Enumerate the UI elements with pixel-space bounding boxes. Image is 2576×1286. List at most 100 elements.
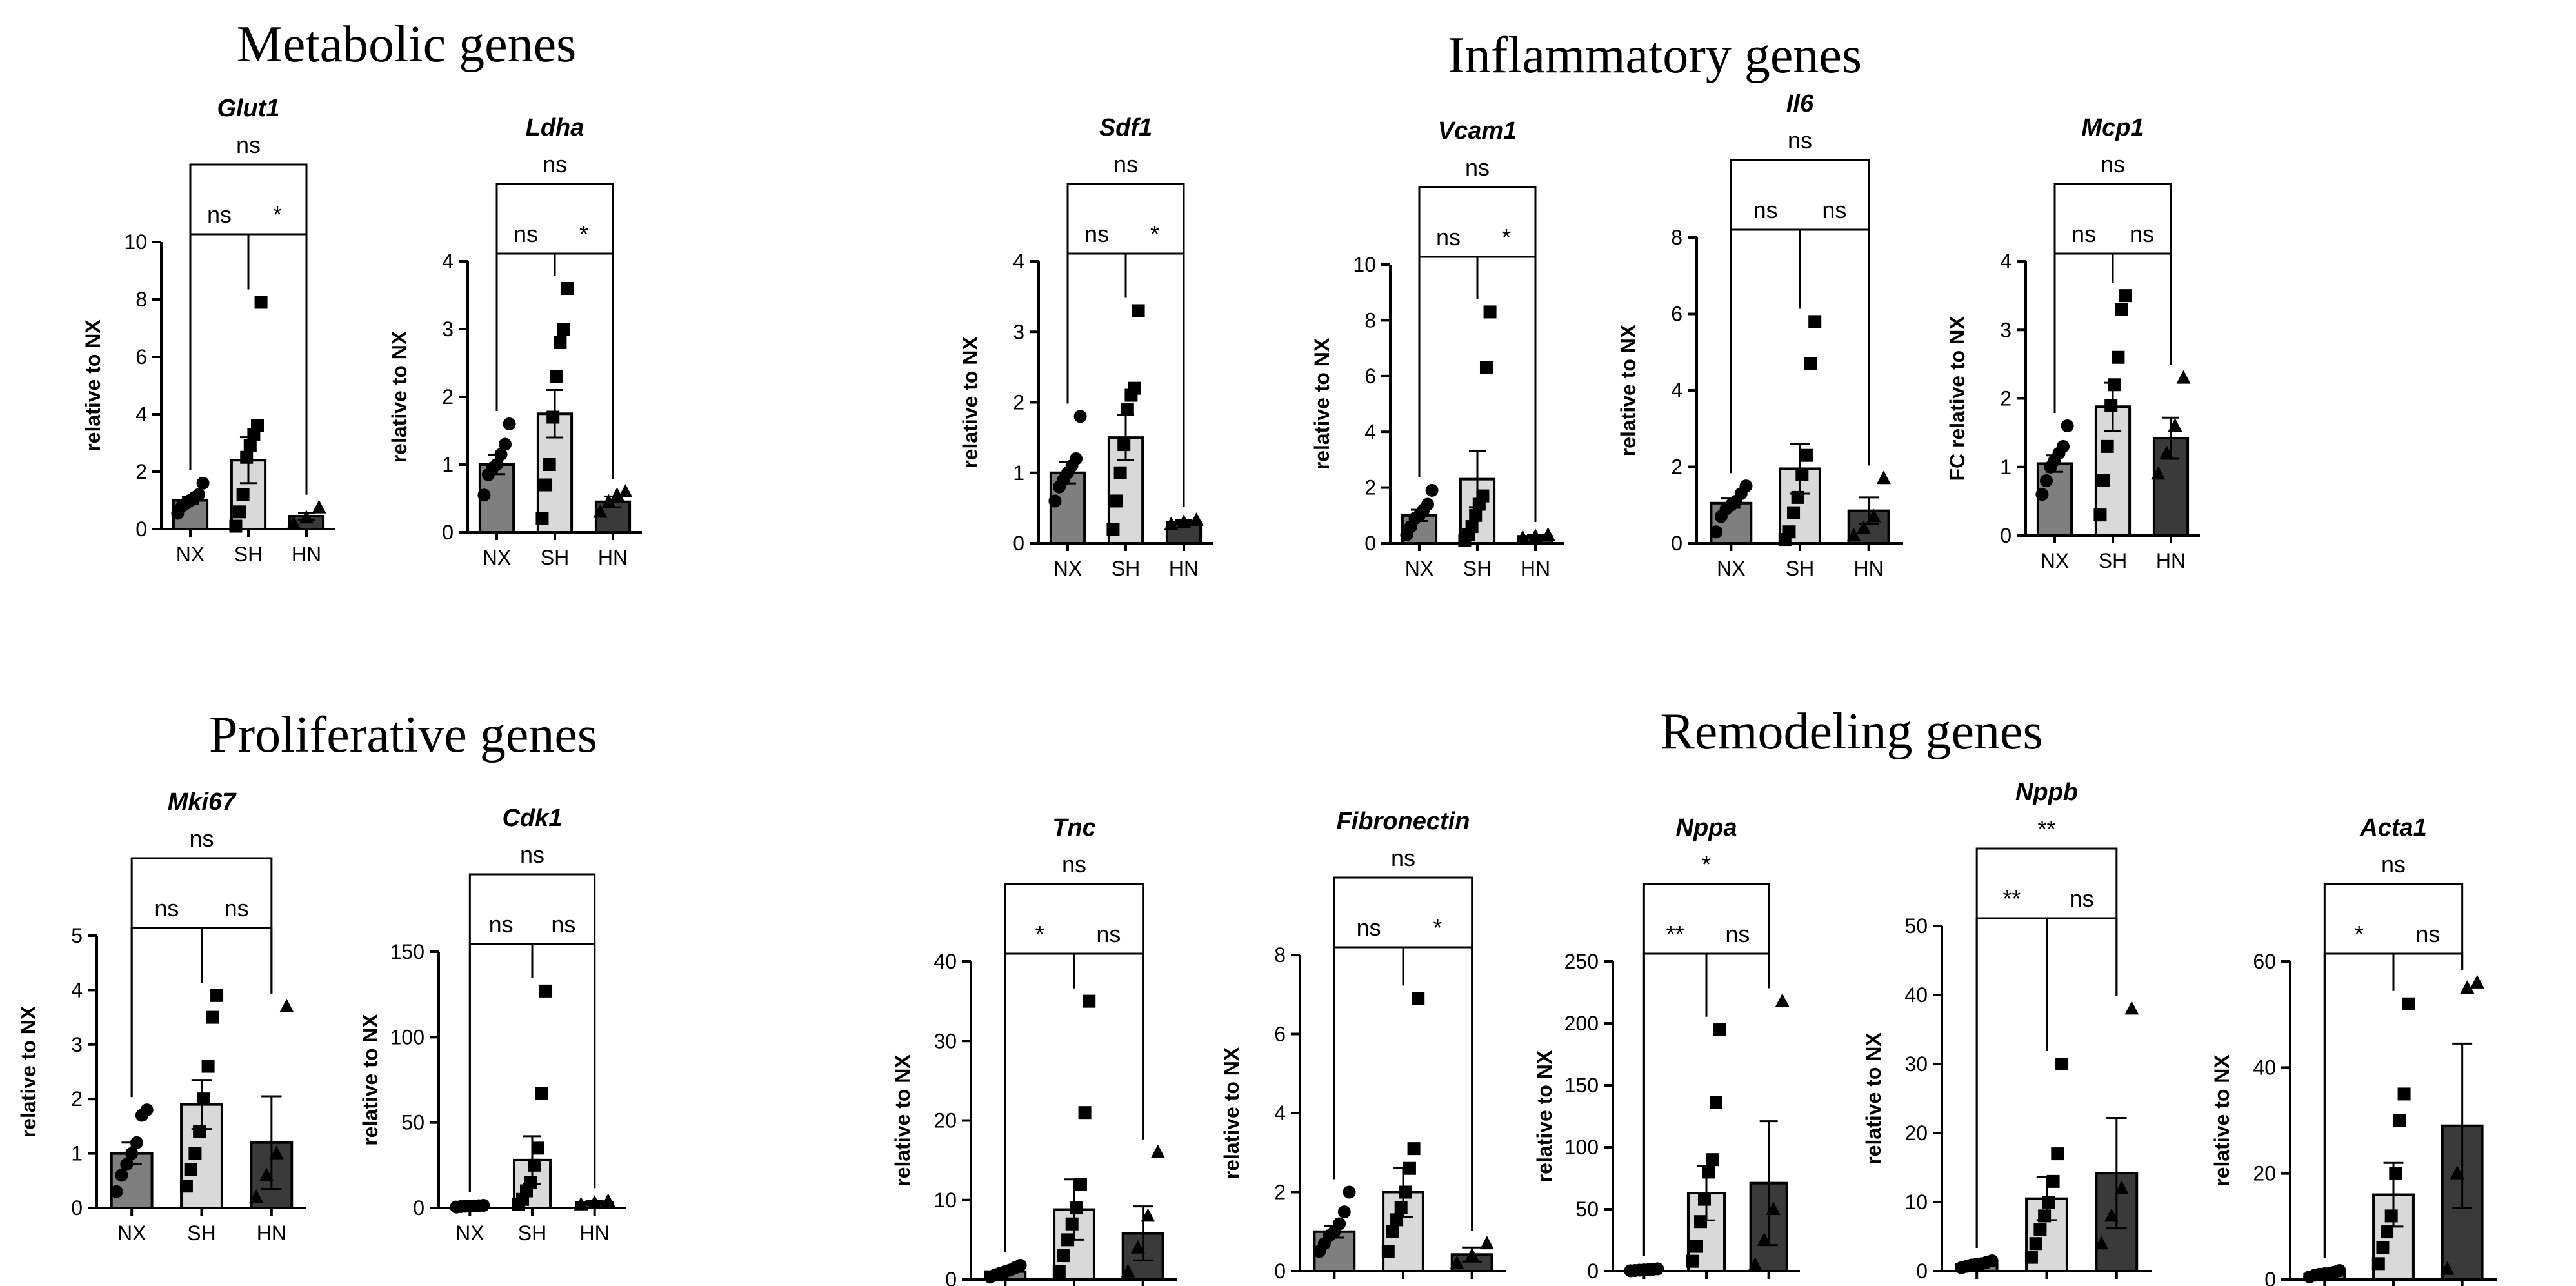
significance-label: ns [551, 911, 575, 938]
significance-label: ns [2381, 851, 2406, 878]
data-point [1407, 1142, 1421, 1156]
chart-nppb: 0 10 20 30 40 50 NX SH SH/HN relative to NX ns ** **… [1862, 779, 2152, 1286]
data-point [2061, 419, 2074, 432]
chart-title: Vcam1 [1438, 117, 1517, 145]
data-point [523, 1176, 537, 1189]
significance-bracket-inner [1004, 952, 1075, 1252]
significance-bracket-outer [1333, 876, 1473, 1231]
significance-label: ns [1725, 921, 1750, 947]
y-tick-label: 0 [135, 517, 147, 541]
data-point [503, 417, 516, 430]
category-label: HN [292, 543, 321, 566]
data-point [528, 1158, 541, 1172]
data-point [1425, 483, 1439, 497]
significance-label: ns [543, 151, 567, 177]
data-point [1399, 1185, 1412, 1199]
significance-bracket-inner [201, 927, 273, 994]
significance-label: ns [2101, 151, 2125, 177]
y-axis-label: relative to NX [2210, 1054, 2233, 1187]
data-point [2035, 488, 2049, 501]
chart-fibronectin: 0 2 4 6 8 NX SH SH/HN relative to NX * ns ns Fibrone… [1220, 808, 1506, 1286]
data-point [1804, 357, 1817, 370]
data-point [2115, 303, 2128, 316]
data-point [1787, 506, 1801, 519]
y-tick-label: 2 [442, 385, 454, 408]
data-point [1343, 1185, 1356, 1199]
data-point [1476, 489, 1490, 503]
data-point [2038, 1209, 2052, 1223]
data-point [120, 1158, 134, 1171]
data-point [2101, 439, 2114, 453]
significance-label: ns [1096, 921, 1121, 947]
data-point [2376, 1241, 2390, 1254]
chart-title: Nppa [1676, 814, 1737, 841]
category-label: NX [1962, 1285, 1991, 1286]
y-tick-label: 50 [401, 1111, 424, 1134]
y-tick-label: 8 [1364, 308, 1376, 332]
y-axis-label: relative to NX [388, 330, 411, 463]
category-label: SH [234, 543, 263, 566]
data-point [535, 1087, 549, 1100]
data-point [250, 419, 264, 432]
data-point [1061, 1233, 1075, 1247]
data-point [2450, 1165, 2464, 1180]
data-point [192, 488, 206, 501]
data-point [1117, 438, 1131, 452]
y-tick-label: 40 [1904, 983, 1928, 1007]
data-point [561, 282, 574, 295]
y-axis-label: relative to NX [359, 1014, 382, 1146]
category-label: NX [455, 1221, 484, 1245]
data-point [2039, 474, 2053, 487]
y-axis-label: relative to NX [1617, 324, 1640, 456]
category-label: HN [598, 546, 628, 569]
significance-label: ns [1753, 197, 1778, 223]
data-point [196, 476, 210, 490]
significance-label: ns [514, 221, 538, 247]
data-point [206, 1010, 219, 1024]
significance-label: ns [1084, 221, 1109, 247]
significance-label: * [579, 221, 588, 247]
category-label: SH [1389, 1285, 1417, 1286]
chart-glut1: 0 2 4 6 8 10 NX SH HN relative to NX * ns ns Glut1 [81, 95, 335, 566]
category-label: NX [483, 546, 511, 569]
data-point [1048, 494, 1062, 508]
group-title-metabolic: Metabolic genes [237, 16, 576, 73]
data-point [2029, 1237, 2042, 1251]
category-label: SH/HN [1440, 1285, 1504, 1286]
significance-bracket-inner [495, 252, 556, 411]
y-tick-label: 0 [71, 1196, 83, 1220]
data-point [1766, 1201, 1781, 1215]
y-tick-label: 1 [442, 453, 454, 476]
significance-label: * [1502, 224, 1511, 250]
data-point [2093, 508, 2107, 522]
y-tick-label: 250 [1564, 950, 1599, 973]
significance-label: ** [2037, 816, 2055, 842]
data-point [1469, 508, 1483, 522]
significance-label: ns [225, 895, 249, 921]
data-point [249, 1189, 264, 1203]
chart-title: Il6 [1786, 90, 1814, 117]
y-tick-label: 2 [1364, 476, 1376, 499]
data-point [1706, 1153, 1719, 1167]
chart-title: Sdf1 [1099, 114, 1152, 141]
category-label: NX [2041, 549, 2069, 572]
data-point [477, 1199, 490, 1212]
significance-bracket-outer [130, 857, 273, 1098]
y-tick-label: 0 [442, 521, 454, 544]
y-tick-label: 4 [1274, 1101, 1286, 1125]
y-tick-label: 2 [1274, 1181, 1286, 1204]
data-point [1702, 1165, 1715, 1179]
chart-title: Glut1 [217, 95, 279, 122]
data-point [2397, 1087, 2411, 1101]
data-point [1070, 1201, 1083, 1215]
chart-nppa: 0 50 100 150 200 250 NX SH SH/HN relative to NX ns… [1533, 814, 1801, 1286]
y-tick-label: 2 [135, 460, 147, 483]
y-tick-label: 5 [71, 924, 83, 947]
significance-label: * [273, 201, 282, 228]
y-tick-label: 6 [1671, 303, 1682, 326]
data-point [1690, 1240, 1703, 1253]
data-point [110, 1185, 123, 1198]
significance-label: * [1150, 221, 1159, 247]
data-point [1386, 1225, 1399, 1238]
